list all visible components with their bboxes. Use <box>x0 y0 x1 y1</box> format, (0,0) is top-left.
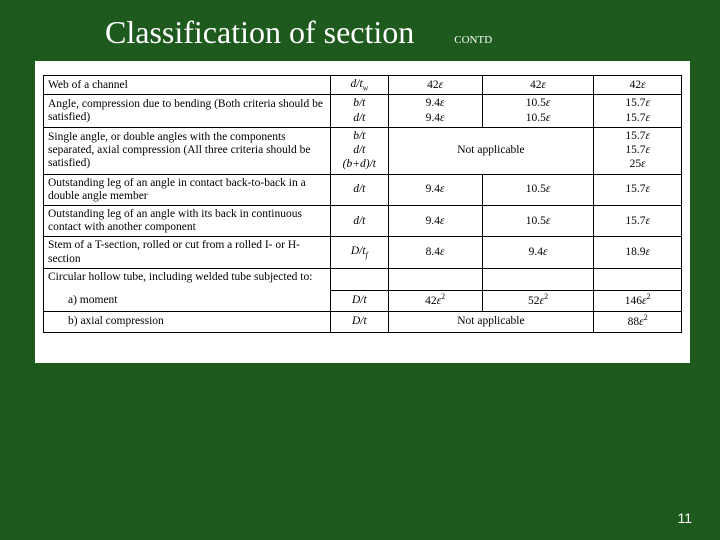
table-row: Angle, compression due to bending (Both … <box>44 95 682 127</box>
row-val: 8.4ε <box>388 237 482 268</box>
row-ratio <box>331 268 388 290</box>
row-val: 15.7ε15.7ε25ε <box>594 127 682 174</box>
row-desc: a) moment <box>44 290 331 311</box>
row-val: 10.5ε <box>482 174 594 205</box>
row-desc: Web of a channel <box>44 76 331 95</box>
page-number: 11 <box>677 510 692 526</box>
row-desc: b) axial compression <box>44 311 331 332</box>
row-val: 15.7ε15.7ε <box>594 95 682 127</box>
row-desc: Stem of a T-section, rolled or cut from … <box>44 237 331 268</box>
row-val: 9.4ε <box>482 237 594 268</box>
table-row: Circular hollow tube, including welded t… <box>44 268 682 290</box>
row-val: 18.9ε <box>594 237 682 268</box>
table-row: a) moment D/t 42ε2 52ε2 146ε2 <box>44 290 682 311</box>
row-ratio: D/tf <box>331 237 388 268</box>
row-desc: Outstanding leg of an angle with its bac… <box>44 206 331 237</box>
row-desc: Circular hollow tube, including welded t… <box>44 268 331 290</box>
row-val: 146ε2 <box>594 290 682 311</box>
row-ratio: D/t <box>331 290 388 311</box>
slide-title: Classification of section <box>105 14 414 51</box>
slide: Classification of section CONTD Web of a… <box>0 0 720 540</box>
row-val: 42ε <box>388 76 482 95</box>
row-val: 9.4ε <box>388 174 482 205</box>
row-val <box>594 268 682 290</box>
table-row: Single angle, or double angles with the … <box>44 127 682 174</box>
row-ratio: D/t <box>331 311 388 332</box>
row-ratio: b/td/t <box>331 95 388 127</box>
contd-label: CONTD <box>454 34 492 46</box>
table-row: Web of a channel d/tw 42ε 42ε 42ε <box>44 76 682 95</box>
title-row: Classification of section CONTD <box>0 0 720 61</box>
table-row: Outstanding leg of an angle in contact b… <box>44 174 682 205</box>
row-ratio: d/t <box>331 206 388 237</box>
row-ratio: d/tw <box>331 76 388 95</box>
row-val: 52ε2 <box>482 290 594 311</box>
row-desc: Outstanding leg of an angle in contact b… <box>44 174 331 205</box>
table-row: Outstanding leg of an angle with its bac… <box>44 206 682 237</box>
row-val-span: Not applicable <box>388 127 594 174</box>
table-row: Stem of a T-section, rolled or cut from … <box>44 237 682 268</box>
row-val <box>388 268 482 290</box>
row-val: 9.4ε9.4ε <box>388 95 482 127</box>
classification-table: Web of a channel d/tw 42ε 42ε 42ε Angle,… <box>43 75 682 333</box>
row-desc: Single angle, or double angles with the … <box>44 127 331 174</box>
row-val: 15.7ε <box>594 206 682 237</box>
row-val: 9.4ε <box>388 206 482 237</box>
row-val: 42ε <box>594 76 682 95</box>
row-val-span: Not applicable <box>388 311 594 332</box>
row-val: 10.5ε <box>482 206 594 237</box>
row-val <box>482 268 594 290</box>
row-val: 42ε <box>482 76 594 95</box>
row-val: 88ε2 <box>594 311 682 332</box>
row-val: 10.5ε10.5ε <box>482 95 594 127</box>
table-container: Web of a channel d/tw 42ε 42ε 42ε Angle,… <box>35 61 690 363</box>
row-val: 42ε2 <box>388 290 482 311</box>
row-desc: Angle, compression due to bending (Both … <box>44 95 331 127</box>
row-val: 15.7ε <box>594 174 682 205</box>
row-ratio: b/td/t(b+d)/t <box>331 127 388 174</box>
row-ratio: d/t <box>331 174 388 205</box>
table-row: b) axial compression D/t Not applicable … <box>44 311 682 332</box>
